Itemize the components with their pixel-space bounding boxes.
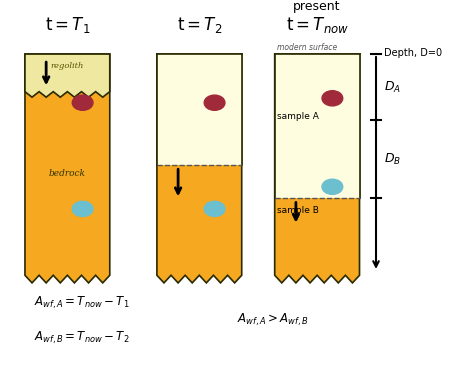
Text: Depth, D=0: Depth, D=0 <box>384 48 443 58</box>
Text: regolith: regolith <box>51 62 84 70</box>
Text: present: present <box>293 0 341 13</box>
Text: $\mathrm{t{=}}\mathit{T_1}$: $\mathrm{t{=}}\mathit{T_1}$ <box>45 15 90 35</box>
Bar <box>157 54 242 165</box>
Circle shape <box>72 95 93 110</box>
Text: $A_{wf,A} > A_{wf,B}$: $A_{wf,A} > A_{wf,B}$ <box>237 312 309 329</box>
Text: $D_A$: $D_A$ <box>384 80 401 95</box>
Circle shape <box>72 201 93 216</box>
Circle shape <box>322 91 343 106</box>
Circle shape <box>204 201 225 216</box>
Polygon shape <box>25 54 110 283</box>
Text: $\mathrm{t{=}}\mathit{T}_{\mathit{now}}$: $\mathrm{t{=}}\mathit{T}_{\mathit{now}}$ <box>285 15 349 35</box>
Text: $A_{wf,B} = T_{now} - T_2$: $A_{wf,B} = T_{now} - T_2$ <box>35 329 130 346</box>
Text: modern surface: modern surface <box>277 43 337 52</box>
Text: $\mathrm{t{=}}\mathit{T_2}$: $\mathrm{t{=}}\mathit{T_2}$ <box>177 15 222 35</box>
Text: $A_{wf,A} = T_{now} - T_1$: $A_{wf,A} = T_{now} - T_1$ <box>35 295 130 311</box>
Text: $D_B$: $D_B$ <box>384 152 401 166</box>
Polygon shape <box>275 54 359 283</box>
Text: sample B: sample B <box>277 206 319 215</box>
Circle shape <box>204 95 225 110</box>
Polygon shape <box>25 54 110 97</box>
Text: bedrock: bedrock <box>49 169 86 178</box>
Circle shape <box>322 179 343 194</box>
Text: sample A: sample A <box>277 112 319 121</box>
Bar <box>275 54 359 198</box>
Polygon shape <box>157 54 242 283</box>
